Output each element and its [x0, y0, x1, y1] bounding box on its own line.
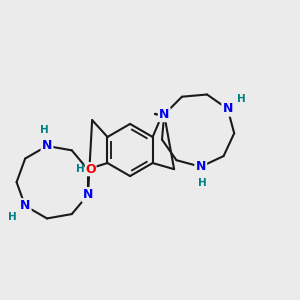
Text: H: H [40, 124, 49, 135]
Text: N: N [196, 160, 206, 173]
Text: H: H [76, 164, 85, 174]
Text: N: N [83, 188, 93, 201]
Text: H: H [8, 212, 17, 221]
Text: O: O [85, 163, 96, 176]
Text: H: H [237, 94, 246, 104]
Text: H: H [198, 178, 207, 188]
Text: N: N [42, 140, 52, 152]
Text: N: N [159, 108, 169, 121]
Text: N: N [223, 103, 233, 116]
Text: N: N [20, 200, 30, 212]
